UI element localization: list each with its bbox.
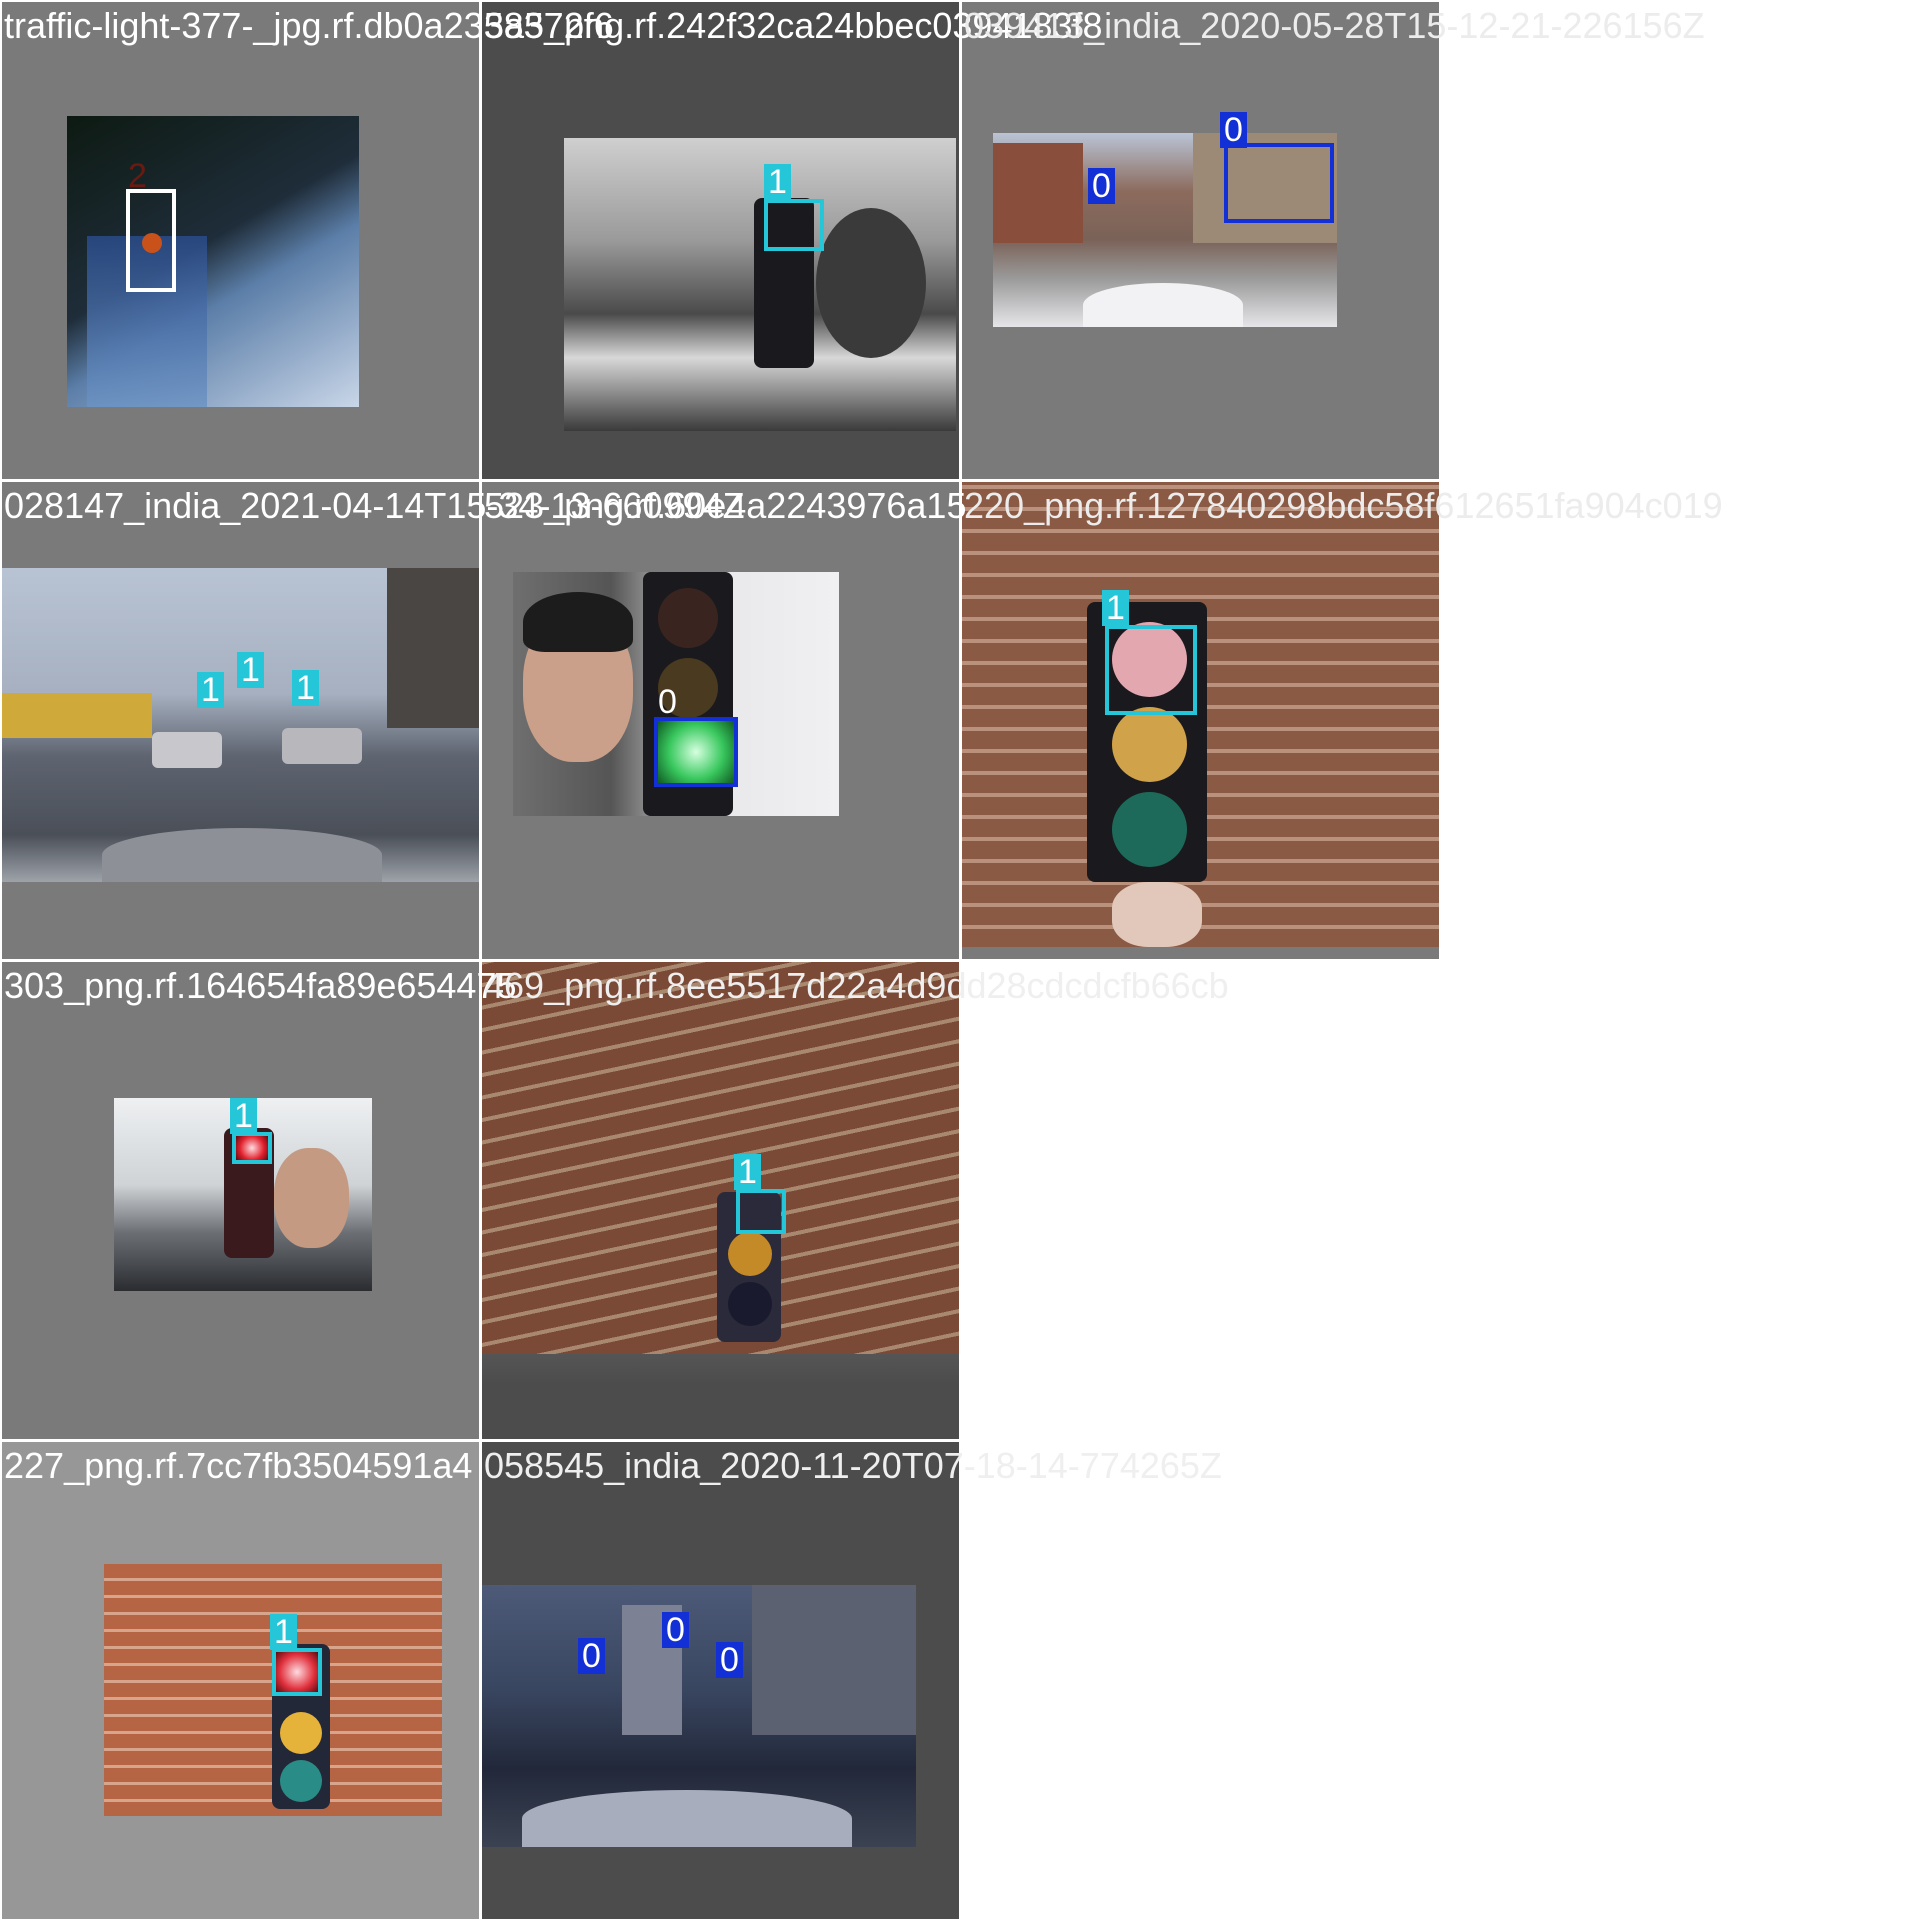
photo-person-traffic-light bbox=[513, 572, 839, 816]
class-label: 1 bbox=[230, 1098, 257, 1134]
class-label: 1 bbox=[270, 1614, 297, 1650]
mosaic-tile-6: 1 bbox=[962, 482, 1439, 959]
class-label: 0 bbox=[662, 1612, 689, 1648]
photo-lab-grayscale bbox=[564, 138, 956, 431]
photo-brick-wall-traffic-light bbox=[962, 482, 1439, 947]
detection-box bbox=[272, 1648, 322, 1696]
detection-box bbox=[1224, 143, 1334, 223]
class-label: 1 bbox=[237, 652, 264, 688]
detection-box bbox=[736, 1189, 786, 1234]
class-label: 1 bbox=[292, 670, 319, 706]
mosaic-tile-4: 1 1 1 bbox=[2, 482, 479, 959]
class-label: 1 bbox=[1102, 590, 1129, 626]
detection-box bbox=[1105, 625, 1197, 715]
class-label: 1 bbox=[734, 1154, 761, 1190]
mosaic-tile-9: 1 bbox=[2, 1442, 479, 1919]
detection-box bbox=[126, 189, 176, 292]
photo-night-street bbox=[67, 116, 359, 407]
mosaic-tile-1: 2 bbox=[2, 2, 479, 479]
photo-dusk-city-street bbox=[482, 1585, 916, 1847]
mosaic-tile-7: 1 bbox=[2, 962, 479, 1439]
class-label: 0 bbox=[578, 1638, 605, 1674]
detection-box bbox=[764, 199, 824, 251]
class-label: 0 bbox=[658, 683, 677, 721]
photo-street-buildings bbox=[993, 133, 1337, 327]
class-label: 0 bbox=[716, 1642, 743, 1678]
mosaic-tile-3: 0 0 bbox=[962, 2, 1439, 479]
detection-box bbox=[654, 717, 738, 787]
mosaic-tile-8: 1 bbox=[482, 962, 959, 1439]
detection-box bbox=[232, 1132, 272, 1164]
class-label: 0 bbox=[1220, 112, 1247, 148]
class-label: 0 bbox=[1088, 168, 1115, 204]
photo-brick-wall-tilted bbox=[482, 962, 959, 1354]
class-label: 1 bbox=[197, 672, 224, 708]
mosaic-tile-2: 1 bbox=[482, 2, 959, 479]
photo-rainy-street bbox=[2, 568, 479, 882]
mosaic-tile-10: 0 0 0 bbox=[482, 1442, 959, 1919]
mosaic-tile-5: 0 bbox=[482, 482, 959, 959]
class-label: 2 bbox=[128, 157, 147, 195]
class-label: 1 bbox=[764, 164, 791, 200]
